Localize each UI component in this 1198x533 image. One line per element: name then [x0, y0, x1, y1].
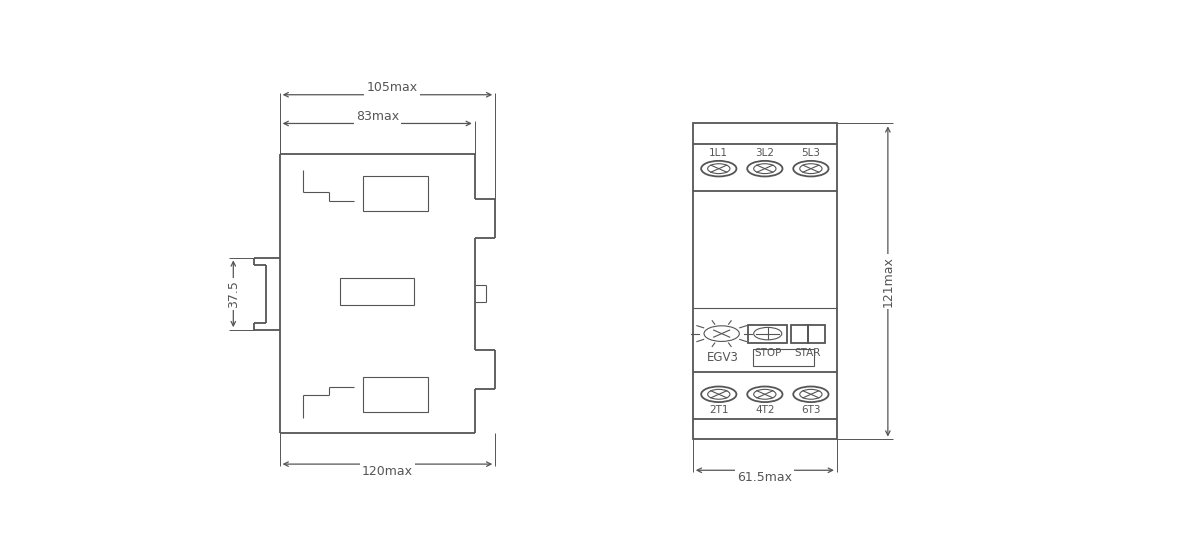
Text: 105max: 105max — [367, 81, 418, 94]
Text: 61.5max: 61.5max — [737, 471, 792, 484]
Bar — [363, 377, 429, 411]
Bar — [754, 350, 813, 366]
Bar — [692, 124, 836, 440]
Text: 6T3: 6T3 — [801, 405, 821, 415]
Bar — [340, 278, 415, 305]
Bar — [749, 325, 787, 343]
Text: 4T2: 4T2 — [755, 405, 775, 415]
Text: 5L3: 5L3 — [801, 148, 821, 158]
Text: 37.5: 37.5 — [226, 280, 240, 308]
Text: 1L1: 1L1 — [709, 148, 728, 158]
Text: 3L2: 3L2 — [756, 148, 774, 158]
Text: 83max: 83max — [356, 110, 399, 123]
Bar — [363, 176, 429, 211]
Bar — [807, 325, 824, 343]
Text: STOP: STOP — [754, 348, 781, 358]
Text: EGV3: EGV3 — [707, 351, 739, 364]
Text: 121max: 121max — [882, 256, 895, 307]
Text: 2T1: 2T1 — [709, 405, 728, 415]
Text: 120max: 120max — [362, 465, 413, 478]
Text: STAR: STAR — [794, 348, 821, 358]
Bar — [792, 325, 807, 343]
